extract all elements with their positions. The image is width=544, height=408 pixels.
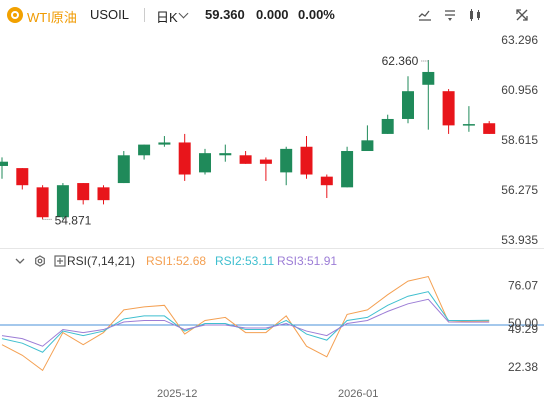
collapse-icon[interactable]: [14, 255, 26, 267]
pane-separator[interactable]: [0, 248, 544, 249]
candle-body: [402, 91, 414, 119]
candle-body: [300, 146, 313, 175]
high-price-label: 62.360: [382, 54, 419, 68]
candle-body: [97, 187, 110, 201]
rsi2-value: RSI2:53.11: [215, 254, 275, 268]
candle-body: [341, 151, 354, 188]
candle-body: [462, 124, 475, 126]
rsi-tick-label: 22.38: [508, 360, 538, 374]
candle-body: [381, 118, 394, 134]
candle-body: [199, 153, 211, 173]
candle-body: [0, 161, 8, 166]
rsi-label: RSI(7,14,21): [67, 254, 136, 268]
chevron-down-icon[interactable]: [178, 8, 189, 19]
price-tick-label: 56.275: [501, 183, 538, 197]
rsi-line-rsi3: [1, 298, 490, 347]
drawing-tool-icon: [470, 9, 480, 21]
candle-body: [36, 187, 49, 218]
period-selector[interactable]: 日K: [156, 10, 178, 25]
candle-body: [442, 91, 455, 126]
chart-style-icon: [418, 10, 431, 21]
chart-header: WTI原油 USOIL 日K 59.360 0.000 0.00%: [0, 0, 544, 30]
x-tick-label: 2026-01: [338, 388, 379, 400]
candle-body: [361, 140, 374, 152]
candle-body: [16, 168, 29, 186]
candle-body: [219, 153, 232, 156]
expand-icon[interactable]: [54, 255, 66, 267]
rsi1-value: RSI1:52.68: [146, 254, 207, 268]
indicator-icon: [445, 10, 455, 21]
current-price: 59.360: [205, 7, 245, 22]
drawing-tool-button[interactable]: [465, 6, 485, 24]
rsi-tick-label: 50.00: [508, 316, 538, 330]
price-tick-label: 63.296: [501, 33, 538, 47]
low-price-label: 54.871: [55, 213, 92, 227]
rsi3-value: RSI3:51.91: [277, 254, 338, 268]
candle-body: [320, 176, 333, 186]
rsi-line-rsi2: [1, 291, 490, 353]
settings-icon[interactable]: [34, 255, 46, 267]
candle-body: [158, 142, 171, 145]
time-axis: 2025-12 2026-01: [0, 382, 544, 408]
candle-body: [259, 159, 272, 164]
rsi-tick-label: 76.07: [508, 279, 538, 293]
symbol-code: USOIL: [90, 7, 130, 22]
candle-body: [178, 142, 191, 175]
price-tick-label: 53.935: [501, 233, 538, 247]
candlestick-chart[interactable]: 63.296 60.956 58.615 56.275 53.935 62.360 54.…: [0, 30, 544, 248]
fullscreen-button[interactable]: [512, 6, 532, 24]
price-tick-label: 58.615: [501, 133, 538, 147]
price-tick-label: 60.956: [501, 83, 538, 97]
candle-body: [422, 71, 435, 85]
fullscreen-icon: [516, 9, 528, 21]
indicator-button[interactable]: [440, 6, 460, 24]
candle-body: [483, 123, 496, 134]
chart-style-button[interactable]: [415, 6, 435, 24]
candle-body: [138, 144, 151, 156]
candle-body: [56, 185, 69, 218]
rsi-legend: RSI(7,14,21) RSI1:52.68 RSI2:53.11 RSI3:…: [0, 252, 544, 270]
rsi-tick-label: 49.29: [508, 322, 538, 336]
candle-body: [117, 155, 130, 184]
candle-body: [280, 148, 293, 173]
commodity-logo-icon: [7, 7, 23, 23]
candle-body: [77, 183, 90, 201]
x-tick-label: 2025-12: [157, 388, 198, 400]
candle-body: [239, 155, 252, 164]
rsi-line-rsi1: [1, 275, 490, 372]
price-change: 0.000: [256, 7, 289, 22]
price-change-pct: 0.00%: [298, 7, 335, 22]
header-divider: [144, 8, 145, 22]
symbol-name[interactable]: WTI原油: [27, 10, 77, 25]
